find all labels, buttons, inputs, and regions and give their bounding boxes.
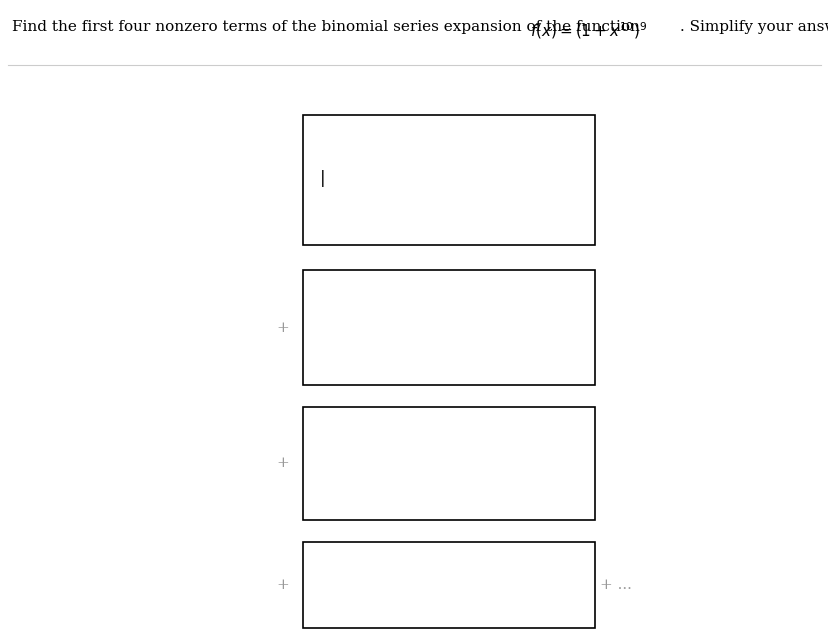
Text: +: + [277, 578, 289, 592]
Text: $f(x) = \left(1 + x^{10}\right)^{9}$: $f(x) = \left(1 + x^{10}\right)^{9}$ [529, 20, 647, 41]
Bar [303, 115, 595, 245]
Text: . Simplify your answer.: . Simplify your answer. [679, 20, 828, 34]
Text: |: | [320, 170, 325, 187]
Bar [303, 542, 595, 628]
Text: Find the first four nonzero terms of the binomial series expansion of the functi: Find the first four nonzero terms of the… [12, 20, 644, 34]
Text: +: + [277, 456, 289, 470]
Bar [303, 407, 595, 520]
Text: + ...: + ... [599, 578, 631, 592]
Text: +: + [277, 321, 289, 335]
Bar [303, 270, 595, 385]
